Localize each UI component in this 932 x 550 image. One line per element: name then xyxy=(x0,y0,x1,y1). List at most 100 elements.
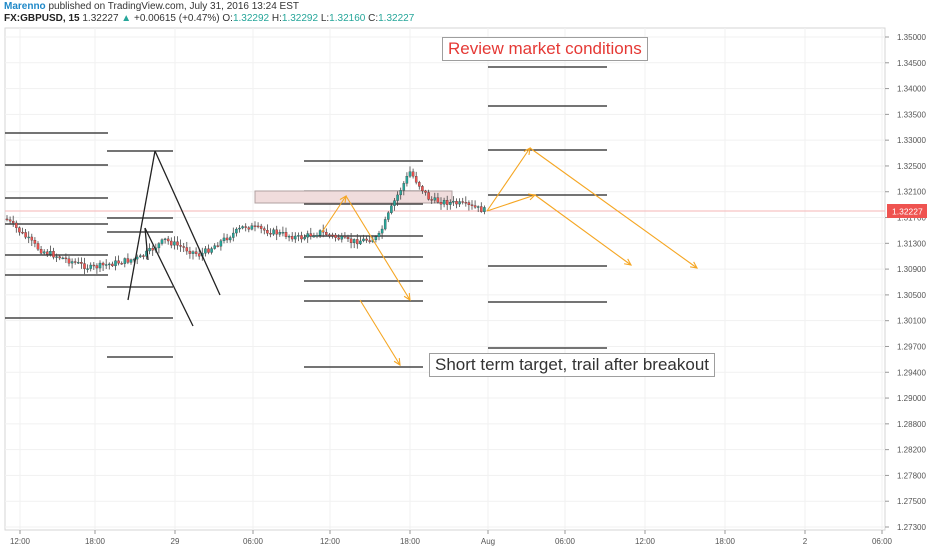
candle-body xyxy=(458,201,461,205)
candle-body xyxy=(55,256,58,258)
y-tick-label: 1.32100 xyxy=(897,188,926,197)
candle-body xyxy=(49,251,52,255)
candle-body xyxy=(300,235,303,240)
candle-body xyxy=(73,261,77,263)
candle-body xyxy=(126,258,130,263)
candle-body xyxy=(312,235,316,238)
candle-body xyxy=(315,235,319,237)
candle-body xyxy=(284,232,288,237)
y-tick-label: 1.29700 xyxy=(897,342,926,351)
y-tick-label: 1.27800 xyxy=(897,471,926,480)
candle-body xyxy=(207,248,210,253)
candle-body xyxy=(58,256,61,259)
y-tick-label: 1.35000 xyxy=(897,33,926,42)
arrow-target-head xyxy=(393,357,401,367)
candle-body xyxy=(52,251,55,258)
y-tick-label: 1.31300 xyxy=(897,239,926,248)
x-tick-label: 18:00 xyxy=(400,537,421,546)
candle-body xyxy=(290,235,294,240)
candle-body xyxy=(331,234,334,237)
candle-body xyxy=(197,253,201,257)
candle-body xyxy=(77,262,80,264)
y-tick-label: 1.28800 xyxy=(897,420,926,429)
candle-body xyxy=(269,233,272,235)
candle-body xyxy=(64,257,68,260)
candle-body xyxy=(70,261,74,264)
candle-body xyxy=(61,257,65,260)
trend-line xyxy=(144,227,149,261)
zone-rect xyxy=(254,190,453,204)
x-tick-label: 12:00 xyxy=(635,537,656,546)
chart-header: Marenno published on TradingView.com, Ju… xyxy=(2,0,882,26)
candle-body xyxy=(359,240,362,245)
plot-frame xyxy=(4,27,886,531)
candle-body xyxy=(108,263,111,266)
open-value: 1.32292 xyxy=(232,13,270,24)
x-tick-label: 12:00 xyxy=(10,537,31,546)
last-price-label: 1.32227 xyxy=(892,207,923,217)
y-tick-label: 1.33500 xyxy=(897,110,926,119)
candle-body xyxy=(480,206,483,212)
y-tick-label: 1.34000 xyxy=(897,85,926,94)
candle-body xyxy=(414,176,418,183)
candle-body xyxy=(356,239,359,245)
candle-body xyxy=(402,183,406,191)
candle-body xyxy=(42,251,46,254)
candle-body xyxy=(476,206,480,208)
candle-body xyxy=(46,251,49,255)
candle-body xyxy=(256,225,260,228)
projection-arrows xyxy=(321,146,699,367)
candle-body xyxy=(365,238,368,241)
candle-body xyxy=(30,236,34,241)
y-tick-label: 1.29000 xyxy=(897,394,926,403)
target-note[interactable]: Short term target, trail after breakout xyxy=(429,353,716,377)
candle-body xyxy=(383,219,387,230)
candle-body xyxy=(173,241,176,246)
chart-axes: 1.35000 1.34500 1.34000 1.33500 1.33000 1.325… xyxy=(10,33,927,546)
candle-body xyxy=(24,232,27,238)
candle-body xyxy=(442,200,446,205)
candle-body xyxy=(349,238,353,244)
candle-body xyxy=(263,228,266,231)
candle-body xyxy=(179,245,182,247)
candle-body xyxy=(433,197,437,201)
candle-body xyxy=(449,202,452,205)
publish-info: Marenno published on TradingView.com, Ju… xyxy=(4,1,299,13)
candle-body xyxy=(244,226,247,228)
y-tick-label: 1.30900 xyxy=(897,265,926,274)
arrow-down-far-head xyxy=(690,261,699,269)
arrow-down-near xyxy=(534,194,632,266)
candle-body xyxy=(188,250,192,254)
candle-body xyxy=(8,219,12,222)
candle-body xyxy=(328,234,331,236)
y-tick-label: 1.27300 xyxy=(897,523,926,532)
trend-lines xyxy=(127,150,221,327)
x-tick-label: 18:00 xyxy=(715,537,736,546)
candle-body xyxy=(325,231,328,235)
candle-body xyxy=(411,171,415,177)
review-note[interactable]: Review market conditions xyxy=(442,37,648,61)
candle-body xyxy=(225,237,229,241)
candle-body xyxy=(393,200,396,206)
candle-body xyxy=(27,236,30,239)
review-note-text: Review market conditions xyxy=(448,39,642,58)
candle-body xyxy=(253,225,257,227)
last-price: 1.32227 xyxy=(82,13,119,24)
candle-body xyxy=(160,239,164,244)
candle-body xyxy=(33,240,37,244)
candle-body xyxy=(15,222,18,228)
x-tick-label: 2 xyxy=(803,537,808,546)
candle-body xyxy=(352,239,356,244)
open-label: O: xyxy=(222,13,233,24)
candle-body xyxy=(303,237,306,240)
candle-body xyxy=(204,248,207,254)
candle-body xyxy=(157,243,161,249)
candle-body xyxy=(148,247,151,252)
candle-body xyxy=(396,194,399,201)
candle-body xyxy=(135,256,139,260)
author-name[interactable]: Marenno xyxy=(4,1,46,12)
x-tick-label: 18:00 xyxy=(85,537,106,546)
candle-body xyxy=(241,226,244,229)
candle-body xyxy=(142,255,145,257)
